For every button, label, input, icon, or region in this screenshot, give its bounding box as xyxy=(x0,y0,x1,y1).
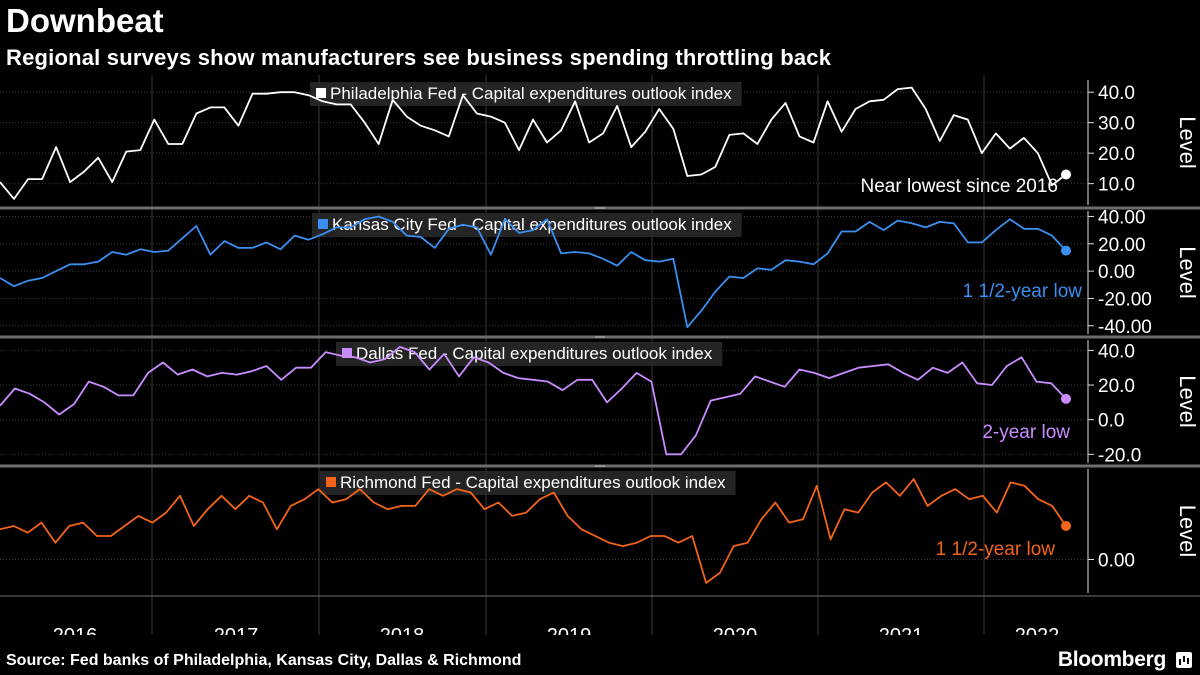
chart-area: 40.0 30.0 20.0 10.0 Level Philadelphia Fed - … xyxy=(0,75,1200,635)
y-tick-label: -20.0 xyxy=(1098,445,1141,466)
legend-swatch xyxy=(316,88,326,98)
end-point-kansas-city xyxy=(1061,245,1071,256)
series-line-kansas-city xyxy=(0,215,1067,329)
legend-kansas-city: Kansas City Fed - Capital expenditures o… xyxy=(312,213,742,237)
y-axis-label: Level xyxy=(1175,505,1200,558)
y-tick-label: 30.0 xyxy=(1098,114,1135,135)
y-tick-label: 0.0 xyxy=(1098,411,1124,432)
y-tick-label: 0.00 xyxy=(1098,550,1135,571)
x-tick-label: 2016 xyxy=(53,625,98,635)
x-tick-label: 2019 xyxy=(547,625,592,635)
bloomberg-terminal-icon xyxy=(1176,652,1192,668)
y-tick-label: 40.0 xyxy=(1098,341,1135,362)
y-tick-label: 20.0 xyxy=(1098,376,1135,397)
y-tick-label: 20.00 xyxy=(1098,235,1146,256)
annotation-kansas-city: 1 1/2-year low xyxy=(963,281,1083,302)
y-axis-label: Level xyxy=(1175,116,1200,169)
y-axis-label: Level xyxy=(1175,375,1200,428)
end-point-philadelphia xyxy=(1061,169,1071,180)
legend-background xyxy=(312,213,742,237)
legend-dallas: Dallas Fed - Capital expenditures outloo… xyxy=(336,342,723,366)
legend-background xyxy=(310,82,742,106)
legend-swatch xyxy=(318,219,328,229)
panel-kansas-city: 40.00 20.00 0.00 -20.00 -40.00 Level Kansas Ci… xyxy=(0,207,1200,338)
y-tick-label: 40.0 xyxy=(1098,83,1135,104)
end-point-richmond xyxy=(1061,520,1071,531)
legend-label: Richmond Fed - Capital expenditures outl… xyxy=(340,473,726,492)
legend-label: Dallas Fed - Capital expenditures outloo… xyxy=(356,344,713,363)
y-axis-label: Level xyxy=(1175,246,1200,299)
series-line-philadelphia xyxy=(0,86,1067,200)
legend-philadelphia: Philadelphia Fed - Capital expenditures … xyxy=(310,82,742,106)
x-tick-label: 2021 xyxy=(879,625,924,635)
panel-philadelphia: 40.0 30.0 20.0 10.0 Level Philadelphia Fed - … xyxy=(0,80,1200,205)
series-line-richmond xyxy=(0,478,1067,584)
panel-richmond: 0.00 Level Richmond Fed - Capital expendit… xyxy=(0,469,1200,593)
x-tick-label: 2017 xyxy=(214,625,259,635)
panel-dallas: 40.0 20.0 0.0 -20.0 Level Dallas Fed - Capita… xyxy=(0,340,1200,466)
y-tick-label: 0.00 xyxy=(1098,262,1135,283)
chart-subtitle: Regional surveys show manufacturers see … xyxy=(6,45,832,70)
y-tick-label: -20.00 xyxy=(1098,289,1152,310)
source-note: Source: Fed banks of Philadelphia, Kansa… xyxy=(6,652,522,669)
legend-label: Philadelphia Fed - Capital expenditures … xyxy=(330,84,732,103)
legend-label: Kansas City Fed - Capital expenditures o… xyxy=(332,215,732,234)
legend-swatch xyxy=(326,477,336,487)
legend-richmond: Richmond Fed - Capital expenditures outl… xyxy=(320,471,736,495)
x-tick-label: 2022 xyxy=(1015,625,1060,635)
end-point-dallas xyxy=(1061,393,1071,404)
annotation-dallas: 2-year low xyxy=(982,422,1070,443)
chart-title: Downbeat xyxy=(6,2,164,39)
series-line-dallas xyxy=(0,345,1067,456)
annotation-philadelphia: Near lowest since 2016 xyxy=(861,176,1059,197)
y-tick-label: 10.0 xyxy=(1098,175,1135,196)
bloomberg-logo: Bloomberg xyxy=(1057,648,1166,671)
legend-background xyxy=(336,342,723,366)
x-tick-label: 2020 xyxy=(713,625,758,635)
x-tick-label: 2018 xyxy=(380,625,425,635)
legend-background xyxy=(320,471,736,495)
legend-swatch xyxy=(342,348,352,358)
y-tick-label: -40.00 xyxy=(1098,317,1152,338)
annotation-richmond: 1 1/2-year low xyxy=(936,539,1056,560)
y-tick-label: 40.00 xyxy=(1098,207,1146,228)
y-tick-label: 20.0 xyxy=(1098,144,1135,165)
